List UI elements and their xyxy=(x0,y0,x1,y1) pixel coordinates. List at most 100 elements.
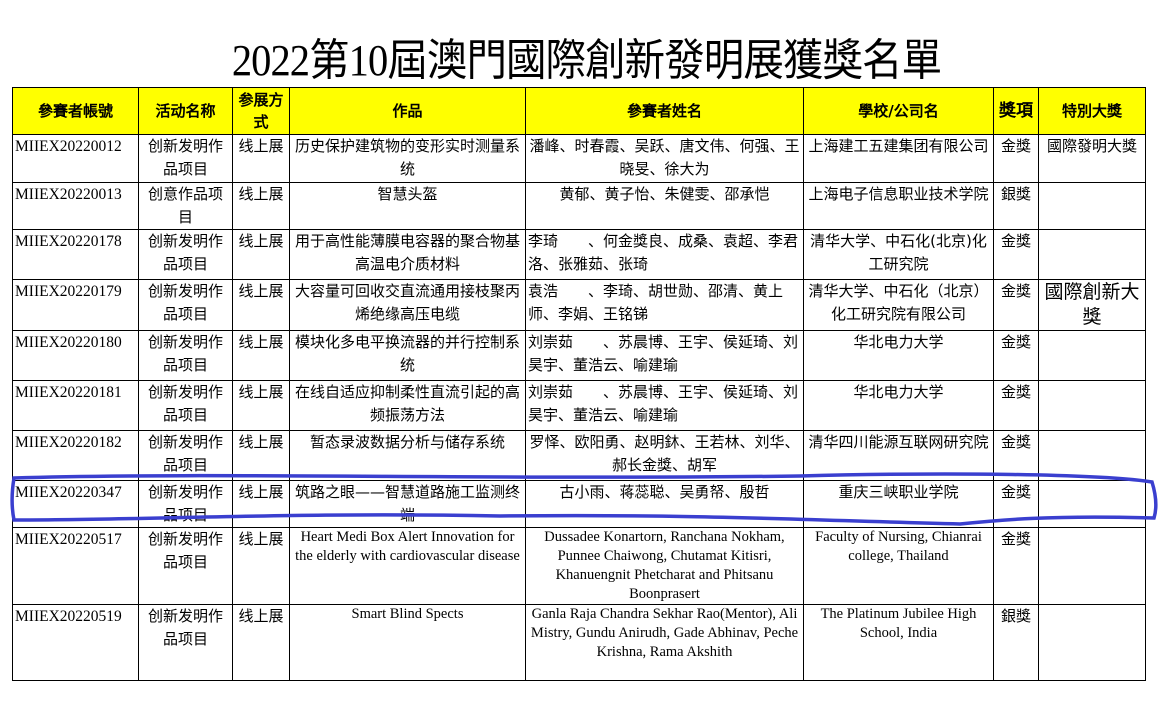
work-cell: 历史保护建筑物的变形实时测量系统 xyxy=(289,134,526,183)
mode-cell: 线上展 xyxy=(232,430,290,481)
special-cell xyxy=(1038,604,1146,681)
account-cell: MIIEX20220013 xyxy=(12,182,139,230)
names-cell: 刘崇茹 、苏晨博、王宇、侯延琦、刘昊宇、董浩云、喻建瑜 xyxy=(525,330,804,381)
account-cell: MIIEX20220178 xyxy=(12,229,139,280)
work-cell: 模块化多电平换流器的并行控制系统 xyxy=(289,330,526,381)
activity-cell: 创新发明作品项目 xyxy=(138,480,233,528)
work-cell: Smart Blind Spects xyxy=(289,604,526,681)
account-cell: MIIEX20220181 xyxy=(12,380,139,431)
work-cell: 暂态录波数据分析与储存系统 xyxy=(289,430,526,481)
award-cell: 金獎 xyxy=(993,229,1039,280)
header-row: 參賽者帳號 活动名称 参展方式 作品 參賽者姓名 學校/公司名 獎項 特別大獎 xyxy=(12,87,1146,135)
award-cell: 銀獎 xyxy=(993,604,1039,681)
table-row: MIIEX20220517 创新发明作品项目 线上展 Heart Medi Box A… xyxy=(12,527,1146,605)
account-cell: MIIEX20220180 xyxy=(12,330,139,381)
account-cell: MIIEX20220347 xyxy=(12,480,139,528)
table-row: MIIEX20220519 创新发明作品项目 线上展 Smart Blind Spec… xyxy=(12,604,1146,681)
account-cell: MIIEX20220012 xyxy=(12,134,139,183)
activity-cell: 创新发明作品项目 xyxy=(138,380,233,431)
names-cell: 刘崇茹 、苏晨博、王宇、侯延琦、刘昊宇、董浩云、喻建瑜 xyxy=(525,380,804,431)
award-cell: 金獎 xyxy=(993,430,1039,481)
special-cell xyxy=(1038,527,1146,605)
award-cell: 金獎 xyxy=(993,480,1039,528)
header-special: 特別大獎 xyxy=(1038,87,1146,135)
table-row: MIIEX20220182 创新发明作品项目 线上展 暂态录波数据分析与储存系统 罗怿、… xyxy=(12,430,1146,481)
table-row: MIIEX20220013 创意作品项目 线上展 智慧头盔 黄郁、黄子怡、朱健雯、邵承恺… xyxy=(12,182,1146,230)
header-mode: 参展方式 xyxy=(232,87,290,135)
org-cell: 重庆三峡职业学院 xyxy=(803,480,994,528)
org-cell: 清华大学、中石化（北京）化工研究院有限公司 xyxy=(803,279,994,331)
account-cell: MIIEX20220517 xyxy=(12,527,139,605)
org-cell: 清华大学、中石化(北京)化工研究院 xyxy=(803,229,994,280)
award-cell: 金獎 xyxy=(993,279,1039,331)
mode-cell: 线上展 xyxy=(232,380,290,431)
header-org: 學校/公司名 xyxy=(803,87,994,135)
activity-cell: 创新发明作品项目 xyxy=(138,430,233,481)
page-title: 2022第10屆澳門國際創新發明展獲獎名單 xyxy=(0,34,1172,88)
activity-cell: 创新发明作品项目 xyxy=(138,229,233,280)
names-cell: 潘峰、时春霞、吴跃、唐文伟、何强、王晓旻、徐大为 xyxy=(525,134,804,183)
account-cell: MIIEX20220519 xyxy=(12,604,139,681)
work-cell: 智慧头盔 xyxy=(289,182,526,230)
table-row: MIIEX20220178 创新发明作品项目 线上展 用于高性能薄膜电容器的聚合物基高… xyxy=(12,229,1146,280)
awards-table: 參賽者帳號 活动名称 参展方式 作品 參賽者姓名 學校/公司名 獎項 特別大獎 … xyxy=(12,87,1146,681)
work-cell: 筑路之眼——智慧道路施工监测终端 xyxy=(289,480,526,528)
special-cell: 國際發明大獎 xyxy=(1038,134,1146,183)
names-cell: 罗怿、欧阳勇、赵明鈢、王若林、刘华、郝长金獎、胡军 xyxy=(525,430,804,481)
names-cell: 袁浩 、李琦、胡世勋、邵清、黄上师、李娟、王铭锑 xyxy=(525,279,804,331)
header-activity: 活动名称 xyxy=(138,87,233,135)
names-cell: 古小雨、蒋蕊聪、吴勇帑、殷哲 xyxy=(525,480,804,528)
work-cell: 用于高性能薄膜电容器的聚合物基高温电介质材料 xyxy=(289,229,526,280)
account-cell: MIIEX20220182 xyxy=(12,430,139,481)
activity-cell: 创新发明作品项目 xyxy=(138,134,233,183)
table-row: MIIEX20220180 创新发明作品项目 线上展 模块化多电平换流器的并行控制系统… xyxy=(12,330,1146,381)
org-cell: 上海电子信息职业技术学院 xyxy=(803,182,994,230)
names-cell: 黄郁、黄子怡、朱健雯、邵承恺 xyxy=(525,182,804,230)
org-cell: 华北电力大学 xyxy=(803,380,994,431)
work-cell: Heart Medi Box Alert Innovation for the … xyxy=(289,527,526,605)
work-cell: 在线自适应抑制柔性直流引起的高频振荡方法 xyxy=(289,380,526,431)
award-cell: 金獎 xyxy=(993,330,1039,381)
org-cell: The Platinum Jubilee High School, India xyxy=(803,604,994,681)
org-cell: 清华四川能源互联网研究院 xyxy=(803,430,994,481)
mode-cell: 线上展 xyxy=(232,182,290,230)
work-cell: 大容量可回收交直流通用接枝聚丙烯绝缘高压电缆 xyxy=(289,279,526,331)
header-names: 參賽者姓名 xyxy=(525,87,804,135)
mode-cell: 线上展 xyxy=(232,279,290,331)
org-cell: 上海建工五建集团有限公司 xyxy=(803,134,994,183)
header-account: 參賽者帳號 xyxy=(12,87,139,135)
activity-cell: 创意作品项目 xyxy=(138,182,233,230)
mode-cell: 线上展 xyxy=(232,480,290,528)
award-cell: 銀獎 xyxy=(993,182,1039,230)
table-row: MIIEX20220181 创新发明作品项目 线上展 在线自适应抑制柔性直流引起的高频… xyxy=(12,380,1146,431)
table-row: MIIEX20220347 创新发明作品项目 线上展 筑路之眼——智慧道路施工监测终端… xyxy=(12,480,1146,528)
org-cell: Faculty of Nursing, Chianrai college, Th… xyxy=(803,527,994,605)
special-cell xyxy=(1038,480,1146,528)
award-cell: 金獎 xyxy=(993,527,1039,605)
activity-cell: 创新发明作品项目 xyxy=(138,330,233,381)
mode-cell: 线上展 xyxy=(232,134,290,183)
header-award: 獎項 xyxy=(993,87,1039,135)
mode-cell: 线上展 xyxy=(232,604,290,681)
special-cell xyxy=(1038,430,1146,481)
mode-cell: 线上展 xyxy=(232,330,290,381)
special-cell xyxy=(1038,380,1146,431)
activity-cell: 创新发明作品项目 xyxy=(138,279,233,331)
mode-cell: 线上展 xyxy=(232,527,290,605)
table-row: MIIEX20220012 创新发明作品项目 线上展 历史保护建筑物的变形实时测量系统… xyxy=(12,134,1146,183)
header-work: 作品 xyxy=(289,87,526,135)
award-cell: 金獎 xyxy=(993,134,1039,183)
names-cell: 李琦 、何金獎良、成桑、袁超、李君洛、张雅茹、张琦 xyxy=(525,229,804,280)
table-row: MIIEX20220179 创新发明作品项目 线上展 大容量可回收交直流通用接枝聚丙烯… xyxy=(12,279,1146,331)
award-cell: 金獎 xyxy=(993,380,1039,431)
special-cell xyxy=(1038,229,1146,280)
names-cell: Ganla Raja Chandra Sekhar Rao(Mentor), A… xyxy=(525,604,804,681)
names-cell: Dussadee Konartorn, Ranchana Nokham, Pun… xyxy=(525,527,804,605)
account-cell: MIIEX20220179 xyxy=(12,279,139,331)
title-text: 2022第10屆澳門國際創新發明展獲獎名單 xyxy=(231,36,941,85)
activity-cell: 创新发明作品项目 xyxy=(138,604,233,681)
special-cell xyxy=(1038,330,1146,381)
activity-cell: 创新发明作品项目 xyxy=(138,527,233,605)
org-cell: 华北电力大学 xyxy=(803,330,994,381)
mode-cell: 线上展 xyxy=(232,229,290,280)
